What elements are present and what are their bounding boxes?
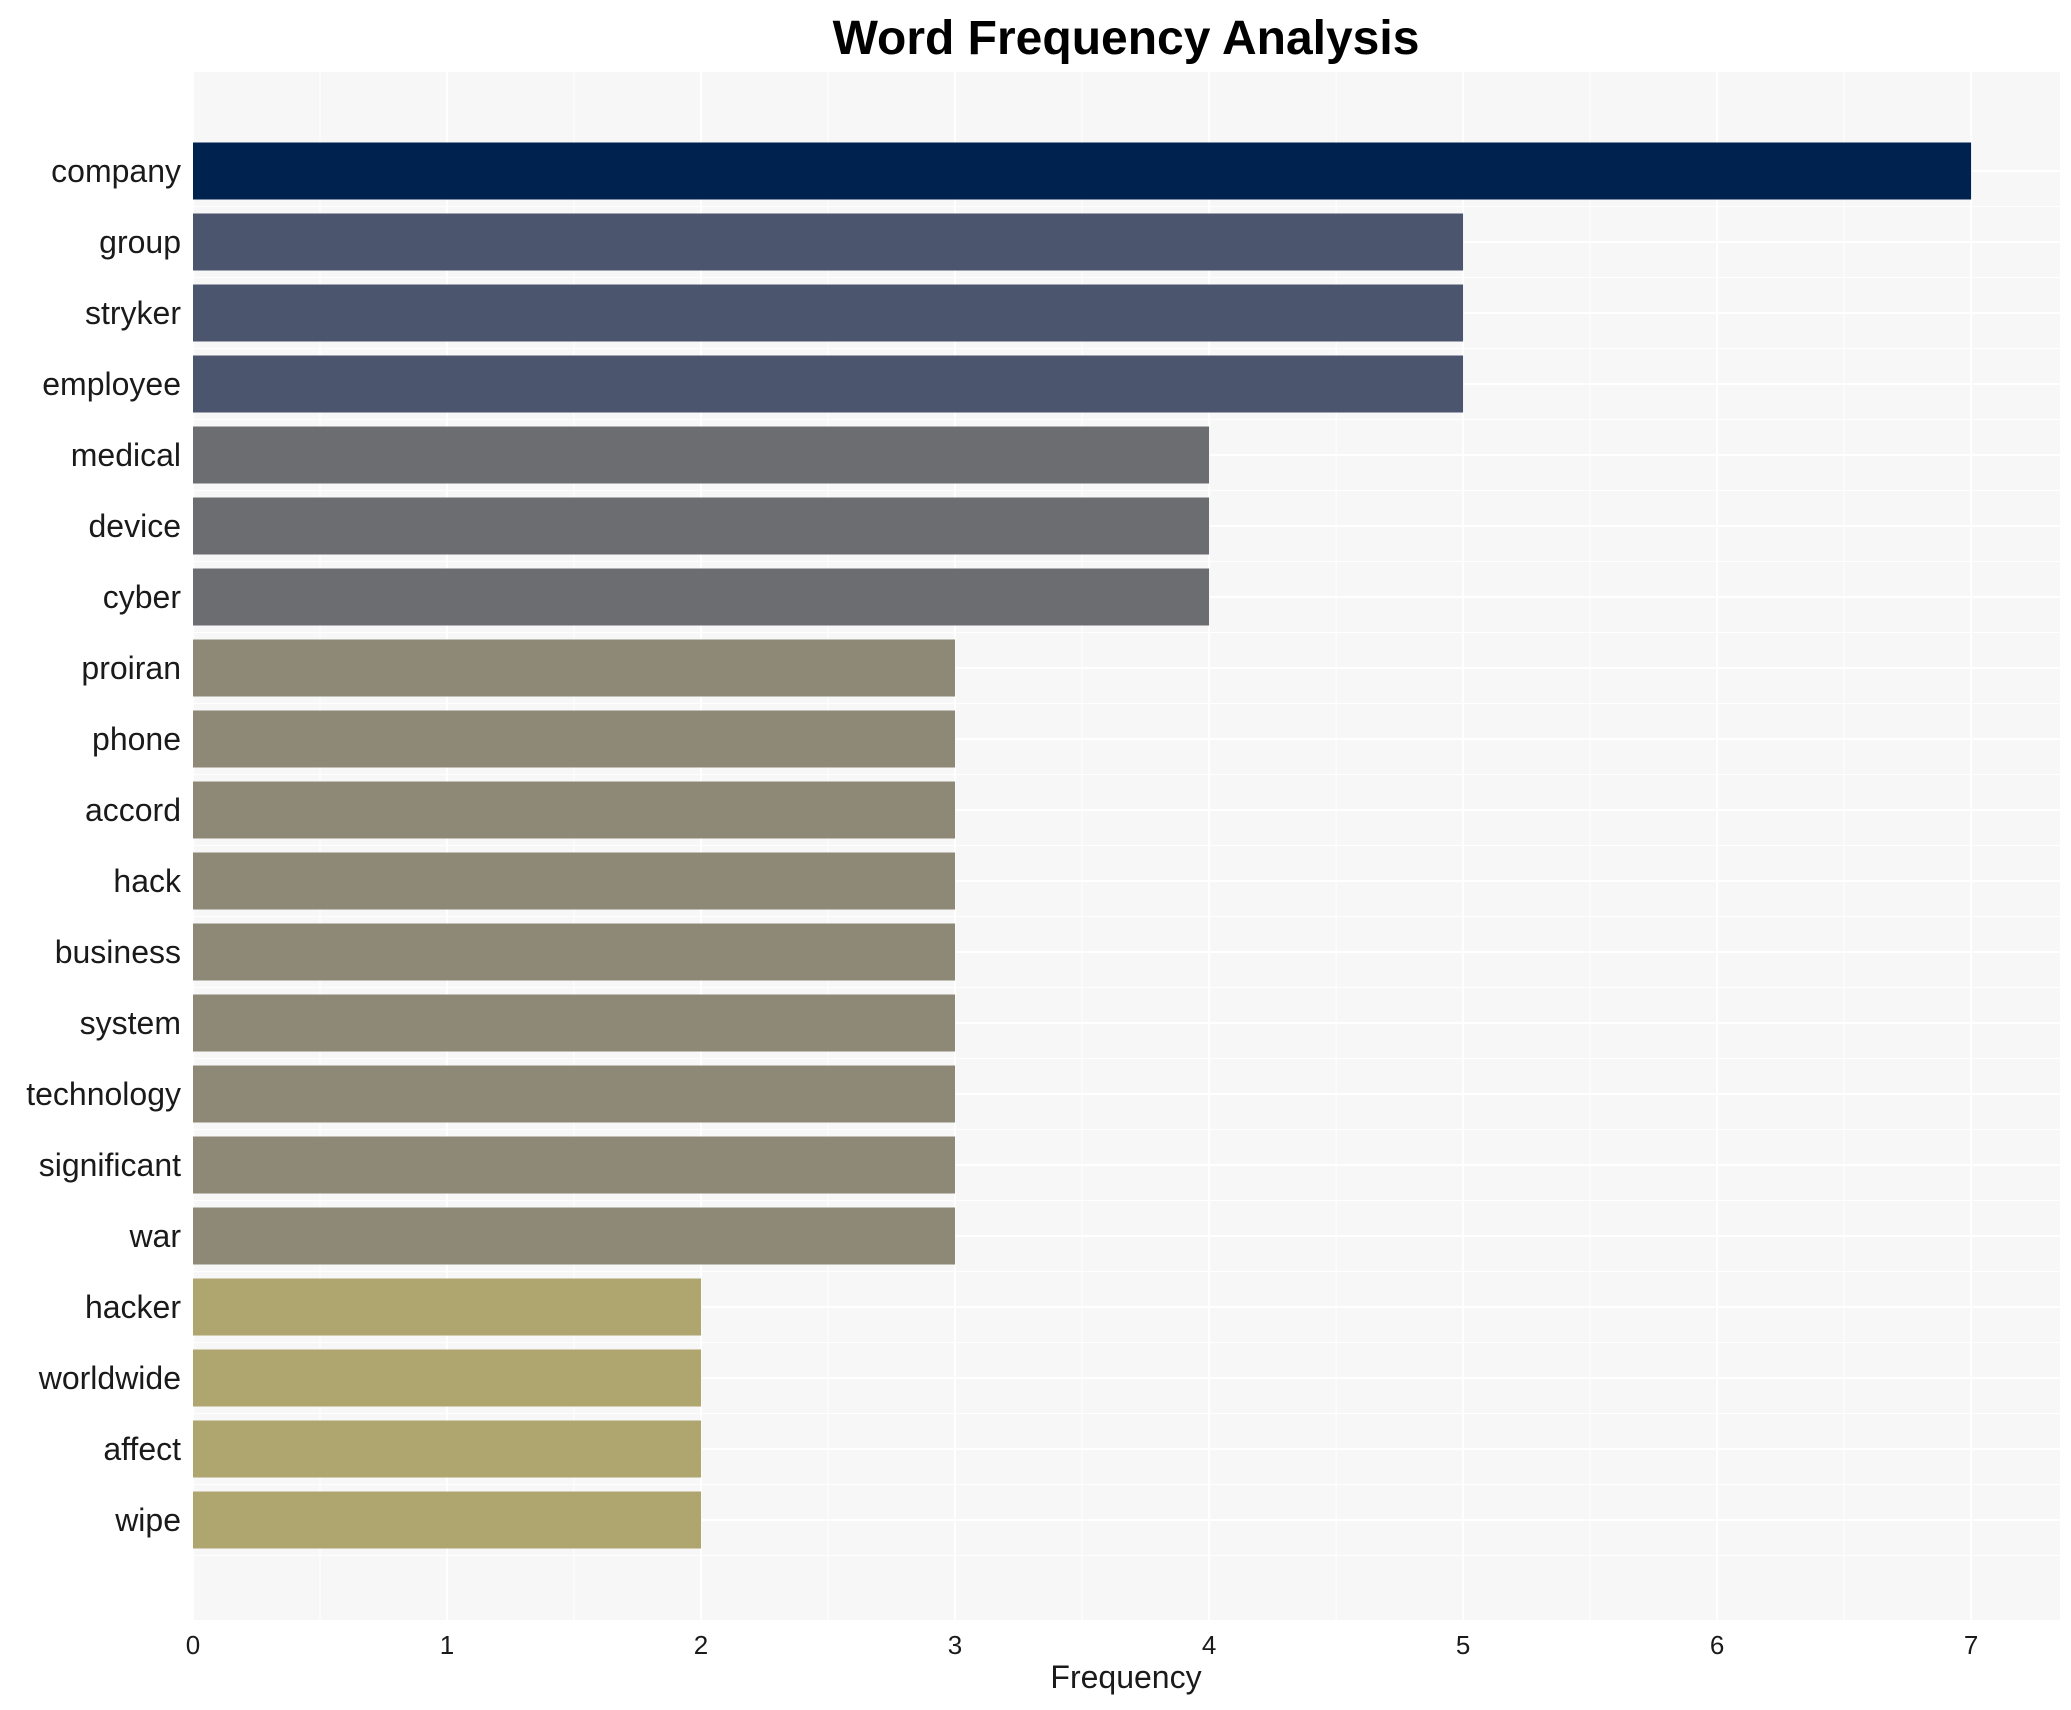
y-tick-label-accord: accord — [85, 792, 181, 828]
y-tick-label-employee: employee — [42, 366, 181, 402]
x-tick-label: 3 — [948, 1630, 962, 1660]
y-tick-label-affect: affect — [103, 1431, 181, 1467]
y-tick-label-group: group — [99, 224, 181, 260]
y-tick-label-proiran: proiran — [81, 650, 181, 686]
x-axis-tick-labels: 0 1 2 3 4 5 6 7 — [186, 1630, 1979, 1660]
y-axis-tick-labels: company group stryker employee medical device… — [26, 153, 182, 1538]
bar-hacker — [193, 1278, 702, 1336]
x-tick-label: 6 — [1710, 1630, 1724, 1660]
y-tick-label-hack: hack — [113, 863, 182, 899]
y-tick-label-cyber: cyber — [103, 579, 182, 615]
bar-war — [193, 1207, 956, 1265]
bar-employee — [193, 355, 1464, 413]
bar-phone — [193, 710, 956, 768]
x-tick-label: 7 — [1964, 1630, 1978, 1660]
bar-business — [193, 923, 956, 981]
x-tick-label: 4 — [1202, 1630, 1216, 1660]
y-tick-label-phone: phone — [92, 721, 181, 757]
bars — [193, 142, 1972, 1549]
y-tick-label-technology: technology — [26, 1076, 181, 1112]
bar-medical — [193, 426, 1210, 484]
bar-significant — [193, 1136, 956, 1194]
bar-worldwide — [193, 1349, 702, 1407]
bar-accord — [193, 781, 956, 839]
y-tick-label-medical: medical — [71, 437, 181, 473]
y-tick-label-business: business — [55, 934, 181, 970]
bar-cyber — [193, 568, 1210, 626]
bar-stryker — [193, 284, 1464, 342]
y-tick-label-hacker: hacker — [85, 1289, 181, 1325]
y-tick-label-device: device — [89, 508, 182, 544]
y-tick-label-significant: significant — [39, 1147, 181, 1183]
bar-hack — [193, 852, 956, 910]
y-tick-label-wipe: wipe — [114, 1502, 181, 1538]
x-tick-label: 0 — [186, 1630, 200, 1660]
bar-wipe — [193, 1491, 702, 1549]
bar-proiran — [193, 639, 956, 697]
x-tick-label: 2 — [694, 1630, 708, 1660]
y-tick-label-system: system — [80, 1005, 181, 1041]
chart-title: Word Frequency Analysis — [833, 12, 1420, 65]
y-tick-label-company: company — [51, 153, 181, 189]
y-tick-label-stryker: stryker — [85, 295, 181, 331]
bar-technology — [193, 1065, 956, 1123]
bar-group — [193, 213, 1464, 271]
x-tick-label: 5 — [1456, 1630, 1470, 1660]
bar-company — [193, 142, 1972, 200]
bar-device — [193, 497, 1210, 555]
bar-system — [193, 994, 956, 1052]
x-tick-label: 1 — [440, 1630, 454, 1660]
bar-affect — [193, 1420, 702, 1478]
y-tick-label-war: war — [128, 1218, 181, 1254]
x-axis-label: Frequency — [1050, 1659, 1201, 1695]
y-tick-label-worldwide: worldwide — [38, 1360, 181, 1396]
